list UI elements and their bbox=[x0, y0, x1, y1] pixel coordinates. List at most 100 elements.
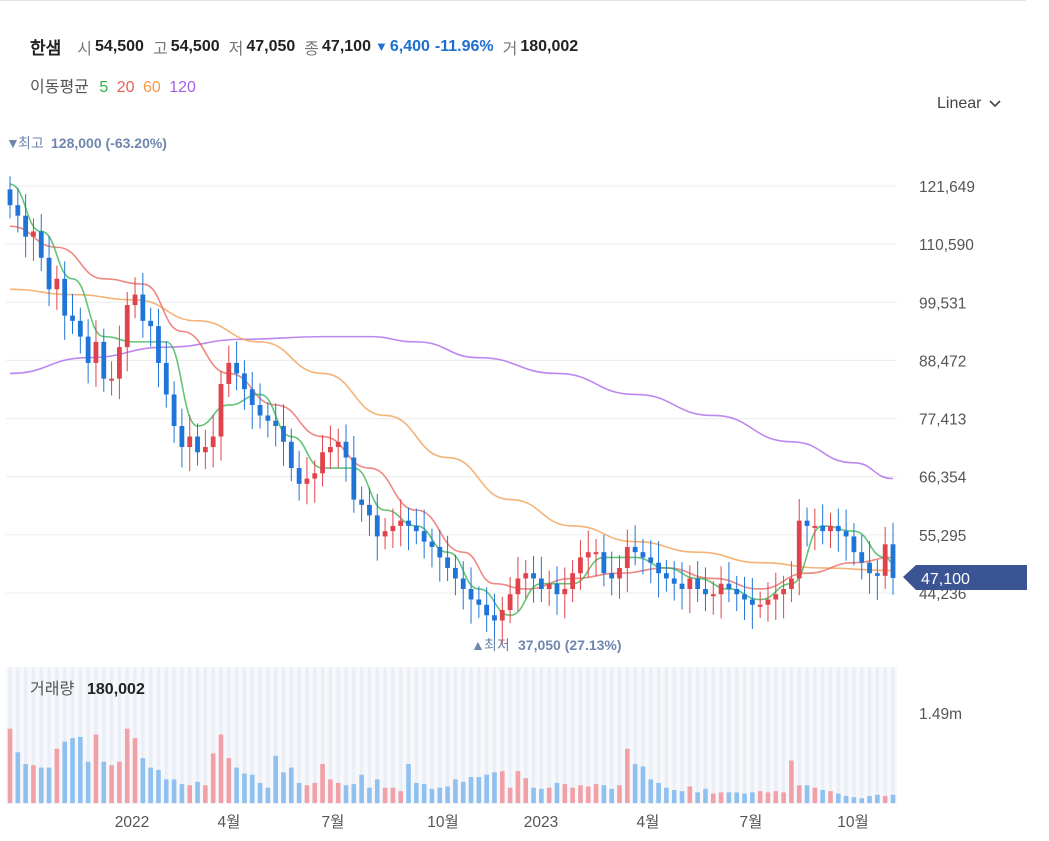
candle-body bbox=[773, 594, 779, 600]
volume-bar bbox=[257, 782, 263, 803]
x-tick-label: 7월 bbox=[322, 813, 345, 831]
candle-body bbox=[687, 578, 693, 589]
volume-stripe bbox=[750, 667, 754, 804]
volume-bar bbox=[882, 795, 888, 803]
low-value: 47,050 bbox=[246, 37, 296, 55]
volume-bar bbox=[828, 791, 833, 803]
volume-bar bbox=[726, 792, 732, 803]
volume-bar bbox=[640, 766, 646, 803]
candle-body bbox=[421, 531, 427, 542]
volume-stripe bbox=[164, 667, 168, 804]
volume-panel-label: 거래량 bbox=[30, 680, 74, 698]
volume-bar bbox=[773, 791, 779, 803]
candle-body bbox=[585, 552, 591, 558]
candle-body bbox=[226, 362, 232, 384]
candle-body bbox=[562, 588, 568, 595]
candle-body bbox=[624, 546, 630, 568]
volume-stripe bbox=[117, 667, 121, 804]
candle-body bbox=[554, 583, 560, 595]
volume-stripe bbox=[266, 667, 270, 804]
volume-stripe bbox=[656, 667, 661, 804]
volume-bar bbox=[148, 767, 153, 803]
candle-body bbox=[15, 205, 21, 216]
volume-bar bbox=[742, 793, 747, 803]
y-tick-label: 55,295 bbox=[919, 528, 966, 545]
volume-bar bbox=[648, 779, 654, 803]
scale-selector[interactable]: Linear bbox=[937, 95, 1002, 113]
volume-bar bbox=[320, 764, 325, 803]
candle-body bbox=[531, 573, 536, 579]
volume-stripe bbox=[492, 667, 497, 804]
candle-body bbox=[601, 552, 607, 574]
volume-bar bbox=[226, 758, 232, 803]
candle-body bbox=[406, 520, 411, 526]
moving-average-title: 이동평균 bbox=[30, 79, 89, 96]
volume-legend: 거래량 180,002 bbox=[30, 680, 145, 698]
volume-stripe bbox=[141, 667, 145, 804]
volume-stripe bbox=[406, 667, 411, 804]
volume-stripe bbox=[102, 667, 106, 804]
y-tick-label: 99,531 bbox=[919, 295, 966, 312]
volume-stripe bbox=[696, 667, 700, 804]
candle-body bbox=[304, 478, 310, 484]
volume-bar bbox=[242, 773, 247, 803]
candle-body bbox=[31, 231, 36, 237]
moving-average-lines bbox=[9, 183, 894, 617]
stock-name: 한샘 bbox=[30, 39, 62, 58]
candle-body bbox=[132, 294, 138, 306]
volume-bar bbox=[515, 771, 521, 803]
volume-bar bbox=[132, 738, 138, 803]
volume-stripe bbox=[344, 667, 348, 804]
volume-stripe bbox=[328, 667, 332, 804]
volume-bar bbox=[140, 758, 146, 803]
candle-body bbox=[617, 567, 622, 579]
candle-body bbox=[163, 362, 169, 395]
low-triangle-icon: ▲ bbox=[471, 637, 485, 653]
volume-bar bbox=[351, 784, 357, 803]
volume-bar bbox=[195, 781, 200, 803]
candles bbox=[7, 176, 896, 645]
chevron-down-icon bbox=[989, 100, 1002, 108]
candle-body bbox=[468, 588, 474, 600]
low-value: 37,050 (27.13%) bbox=[518, 637, 622, 653]
candle-body bbox=[781, 588, 787, 595]
candle-body bbox=[70, 315, 75, 321]
volume-stripe bbox=[149, 667, 153, 804]
low-annotation: ▲ 최저 37,050 (27.13%) bbox=[471, 637, 622, 653]
candle-body bbox=[273, 420, 279, 427]
volume-bar bbox=[820, 790, 825, 803]
candle-body bbox=[23, 215, 29, 237]
candle-body bbox=[202, 447, 208, 453]
volume-stripe bbox=[242, 667, 247, 804]
scale-selector-label: Linear bbox=[937, 95, 982, 112]
volume-stripe bbox=[188, 667, 192, 804]
volume-bar bbox=[101, 761, 107, 803]
volume-stripe bbox=[844, 667, 848, 804]
candle-body bbox=[437, 546, 443, 558]
volume-stripe bbox=[711, 667, 715, 804]
candle-body bbox=[476, 599, 482, 605]
volume-stripe bbox=[758, 667, 762, 804]
volume-bar bbox=[156, 769, 161, 803]
volume-stripe bbox=[274, 667, 278, 804]
volume-bar bbox=[289, 767, 294, 803]
volume-bar bbox=[890, 794, 896, 803]
volume-bar bbox=[343, 785, 349, 803]
volume-bar bbox=[695, 792, 700, 803]
volume-stripe bbox=[664, 667, 668, 804]
candle-body bbox=[499, 610, 505, 621]
volume-bar bbox=[789, 760, 794, 803]
volume-bar bbox=[46, 767, 52, 803]
volume-stripe bbox=[539, 667, 543, 804]
volume-stripe bbox=[571, 667, 575, 804]
volume-stripe bbox=[438, 667, 442, 804]
volume-bar bbox=[570, 787, 575, 803]
volume-bar bbox=[54, 748, 60, 803]
volume-panel-bg bbox=[6, 667, 897, 804]
volume-bar bbox=[78, 736, 83, 803]
candle-body bbox=[54, 278, 60, 290]
candle-body bbox=[242, 373, 247, 390]
candle-body bbox=[515, 578, 521, 595]
volume-stripe bbox=[250, 667, 254, 804]
volume-stripe bbox=[680, 667, 684, 804]
